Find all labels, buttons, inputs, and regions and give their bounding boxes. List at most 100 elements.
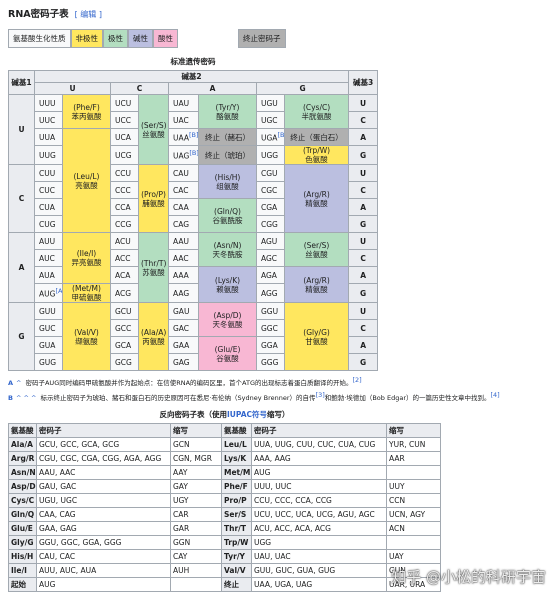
edit-link[interactable]: [ 编辑 ] <box>74 10 102 19</box>
base1-label: C <box>8 164 35 233</box>
codon: UUA <box>34 128 63 146</box>
footnote-ref[interactable]: [B] <box>188 131 199 140</box>
aa-abbr: (Arg/R) <box>303 189 330 199</box>
codon: AUC <box>34 249 63 267</box>
aa-abbr: (Glu/E) <box>214 344 241 354</box>
codon-table: 标准遗传密码 碱基1 碱基2 碱基3 U C A G U UUU (Phe/F) 苯丙氨酸 UCU (Se… <box>8 54 379 371</box>
footnote-ref[interactable]: [A] <box>55 287 63 296</box>
legend-item: 非极性 <box>70 29 103 48</box>
note-text: 密码子AUG同时编码甲硫氨酸并作为起始点：在信使RNA的编码区里，首个ATG的出… <box>25 379 353 388</box>
codon: UGG <box>256 145 285 165</box>
amino-acid: (Asp/D) 天冬氨酸 <box>198 302 257 337</box>
aa-name: 亮氨酸 <box>75 180 98 190</box>
cell: CGN, MGR <box>170 451 222 466</box>
cell: ACU, ACC, ACA, ACG <box>251 521 387 536</box>
codon: UGC <box>256 111 285 129</box>
amino-acid: (Leu/L) 亮氨酸 <box>62 128 111 233</box>
codon: AUA <box>34 266 63 284</box>
codon: GCG <box>110 353 139 371</box>
codon: UAA[B] <box>168 128 199 146</box>
legend: 氨基酸生化性质 非极性 极性 碱性 酸性 <box>8 29 178 48</box>
cell: GAY <box>170 479 222 494</box>
codon: CGA <box>256 198 285 216</box>
table-caption: 反向密码子表（使用IUPAC符号缩写） <box>8 407 441 423</box>
note-carets[interactable]: ^ <box>16 379 22 388</box>
codon: GUA <box>34 336 63 354</box>
header: 密码子 <box>36 423 171 438</box>
row: His/H CAU, CAC CAY Tyr/Y UAU, UAC UAY <box>8 549 441 564</box>
cell: Lys/K <box>221 451 252 466</box>
footnote-ref[interactable]: [2] <box>352 376 362 384</box>
cell <box>386 465 441 480</box>
codon-row: GUG GCG GAG GGG G <box>9 353 379 371</box>
base2-header: C <box>110 82 169 95</box>
amino-acid: (Pro/P) 脯氨酸 <box>138 164 169 233</box>
amino-acid: (Thr/T) 苏氨酸 <box>138 232 169 303</box>
legend-item: 极性 <box>103 29 128 48</box>
footnote-ref[interactable]: [B] <box>189 149 199 158</box>
note-carets[interactable]: ^ ^ ^ <box>15 394 37 403</box>
codon-row: U UUU (Phe/F) 苯丙氨酸 UCU (Ser/S) 丝氨酸 UAU (Tyr/Y) 酪氨… <box>8 94 379 165</box>
base3-label: G <box>348 215 379 233</box>
cell: Pro/P <box>221 493 252 508</box>
cell: Met/M <box>221 465 252 480</box>
aa-abbr: (Ile/I) <box>76 249 97 258</box>
base2-header: A <box>168 82 257 95</box>
cell: Glu/E <box>8 521 37 536</box>
amino-acid: (Arg/R) 精氨酸 <box>283 266 350 303</box>
cell: YUR, CUN <box>386 437 441 452</box>
aa-name: 色氨酸 <box>305 155 328 164</box>
cell: UAR, URA <box>386 577 441 592</box>
header-row: 氨基酸 密码子 缩写 氨基酸 密码子 缩写 <box>8 423 441 438</box>
aa-abbr: (Phe/F) <box>73 102 100 112</box>
codon-row: G GUU (Val/V) 缬氨酸 GCU (Ala/A) 丙氨酸 GAU (Asp/D) 天冬氨… <box>8 302 379 371</box>
row: Arg/R CGU, CGC, CGA, CGG, AGA, AGG CGN, MG… <box>8 451 441 466</box>
legend-item: 酸性 <box>153 29 178 48</box>
aa-abbr: (Gln/Q) <box>214 206 241 216</box>
row: Gly/G GGU, GGC, GGA, GGG GGN Trp/W UGG <box>8 535 441 550</box>
aa-abbr: (Thr/T) <box>141 258 167 268</box>
codon-row: UUA(Leu/L)亮氨酸UCAUAA[B]终止（赭石）UGA[B]终止（蛋白石… <box>9 128 379 233</box>
cell: AAY <box>170 465 222 480</box>
footnote-ref[interactable]: [B] <box>277 131 285 140</box>
aa-abbr: (Arg/R) <box>303 275 330 285</box>
header-row: 碱基1 碱基2 碱基3 <box>8 70 379 95</box>
cell: Gln/Q <box>8 507 37 522</box>
footnote-ref[interactable]: [3] <box>315 391 325 400</box>
codon: CCU <box>110 164 139 182</box>
base3-label: G <box>348 145 379 165</box>
caption-part[interactable]: IUPAC符号 <box>227 410 267 419</box>
cell: UUY <box>386 479 441 494</box>
base3-label: G <box>348 283 379 303</box>
header: 碱基3 <box>348 70 379 95</box>
cell: GGU, GGC, GGA, GGG <box>36 535 171 550</box>
codon: CUC <box>34 181 63 199</box>
cell: Tyr/Y <box>221 549 252 564</box>
amino-acid: (Glu/E) 谷氨酸 <box>198 336 257 371</box>
aa-name: 苏氨酸 <box>142 267 165 277</box>
cell: CAU, CAC <box>36 549 171 564</box>
codon-text: UGA <box>261 133 278 143</box>
row: Cys/C UGU, UGC UGY Pro/P CCU, CCC, CCA, CCG C… <box>8 493 441 508</box>
codon: UGA[B] <box>256 128 285 146</box>
cell: Thr/T <box>221 521 252 536</box>
footnote-ref[interactable]: [4] <box>490 391 500 400</box>
codon: GAC <box>168 319 199 337</box>
base2-header: G <box>255 82 350 95</box>
amino-acid: (Ala/A) 丙氨酸 <box>138 302 169 371</box>
cell: UGG <box>251 535 387 550</box>
aa-abbr: (Tyr/Y) <box>215 102 240 112</box>
amino-acid: 终止（琥珀） <box>198 145 257 165</box>
cell: GGN <box>170 535 222 550</box>
table-caption: 标准遗传密码 <box>170 57 216 66</box>
cell: CCN <box>386 493 441 508</box>
caption-part: 缩写） <box>267 410 290 419</box>
header: 密码子 <box>251 423 387 438</box>
note: A ^ 密码子AUG同时编码甲硫氨酸并作为起始点：在信使RNA的编码区里，首个ATG… <box>8 374 548 389</box>
cell: GCN <box>170 437 222 452</box>
amino-acid: (Ser/S) 丝氨酸 <box>138 94 169 165</box>
cell: Ala/A <box>8 437 37 452</box>
codon: AGA <box>256 266 285 284</box>
